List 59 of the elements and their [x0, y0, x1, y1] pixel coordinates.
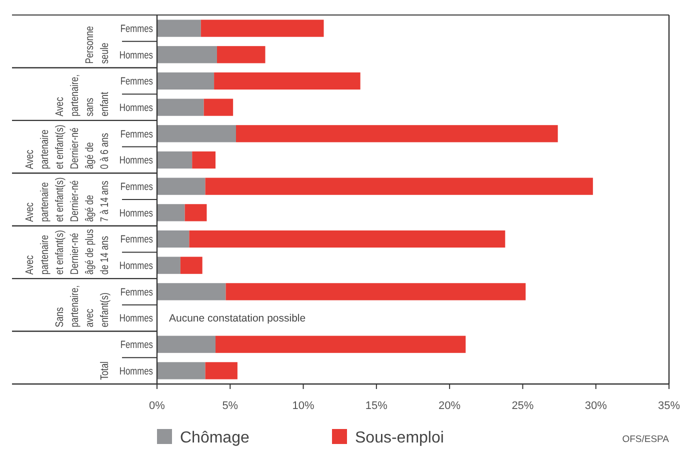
bar	[157, 178, 206, 195]
bar	[157, 256, 180, 274]
y-tick-label: Femmes	[120, 23, 154, 36]
bar	[236, 125, 558, 142]
bar	[157, 151, 192, 169]
y-tick-label: Hommes	[119, 49, 154, 62]
bar	[157, 46, 217, 64]
bar	[184, 204, 207, 222]
text: Avec partenaire et enfant(s) Dernier-né âgé de plus de 14 ans	[24, 229, 112, 275]
y-tick-label: Femmes	[120, 339, 154, 352]
y-tick-label: Femmes	[120, 234, 154, 246]
y-tick-label: Hommes	[119, 154, 154, 167]
x-tick-label: 25%	[512, 400, 534, 412]
bar	[157, 125, 236, 142]
text: Avec partenaire, sans enfant	[54, 74, 112, 116]
bar	[157, 362, 206, 380]
bar	[157, 283, 226, 300]
legend-label: Chômage	[180, 430, 250, 447]
x-tick-label: 30%	[584, 400, 608, 412]
text: Avec partenaire et enfant(s) Dernier-né âgé de 7 à 14 ans	[24, 177, 112, 222]
bar	[157, 98, 204, 116]
text: Personne seule	[84, 26, 112, 64]
text: Sans partenaire, avec enfant(s)	[54, 285, 112, 328]
y-tick-label: Hommes	[119, 366, 154, 378]
bar	[200, 20, 324, 37]
annotation: Aucune constatation possible	[169, 312, 306, 325]
x-tick-label: 0%	[149, 400, 166, 412]
y-tick-label: Femmes	[120, 76, 154, 88]
bar	[189, 230, 506, 248]
y-tick-label: Femmes	[120, 128, 154, 141]
x-tick-label: 20%	[438, 400, 461, 412]
bar	[204, 98, 234, 116]
y-tick-label: Femmes	[120, 286, 154, 299]
bar	[205, 178, 593, 195]
text: OFS/ESPA	[622, 434, 670, 445]
y-tick-label: Hommes	[119, 260, 154, 272]
bar	[157, 230, 190, 248]
x-tick-label: 15%	[365, 400, 388, 412]
legend-label: Sous-emploi	[355, 430, 444, 447]
bar	[226, 283, 526, 300]
bar	[157, 72, 214, 90]
bar	[216, 336, 466, 353]
bar	[180, 256, 202, 274]
y-tick-label: Hommes	[119, 208, 154, 220]
y-tick-label: Hommes	[119, 312, 154, 326]
bar	[205, 362, 238, 380]
bar	[214, 72, 360, 90]
bar	[157, 20, 201, 37]
y-tick-label: Hommes	[119, 102, 154, 114]
x-tick-label: 10%	[292, 400, 315, 412]
bar	[216, 46, 266, 64]
bar	[192, 151, 216, 169]
bar	[157, 204, 185, 222]
bar	[157, 336, 216, 353]
x-tick-label: 35%	[658, 400, 680, 412]
text: Avec partenaire et enfant(s) Dernier-né âgé de 0 à 6 ans	[24, 124, 112, 170]
x-tick-label: 5%	[222, 400, 238, 412]
y-tick-label: Femmes	[120, 181, 154, 194]
text: Total	[99, 361, 112, 380]
